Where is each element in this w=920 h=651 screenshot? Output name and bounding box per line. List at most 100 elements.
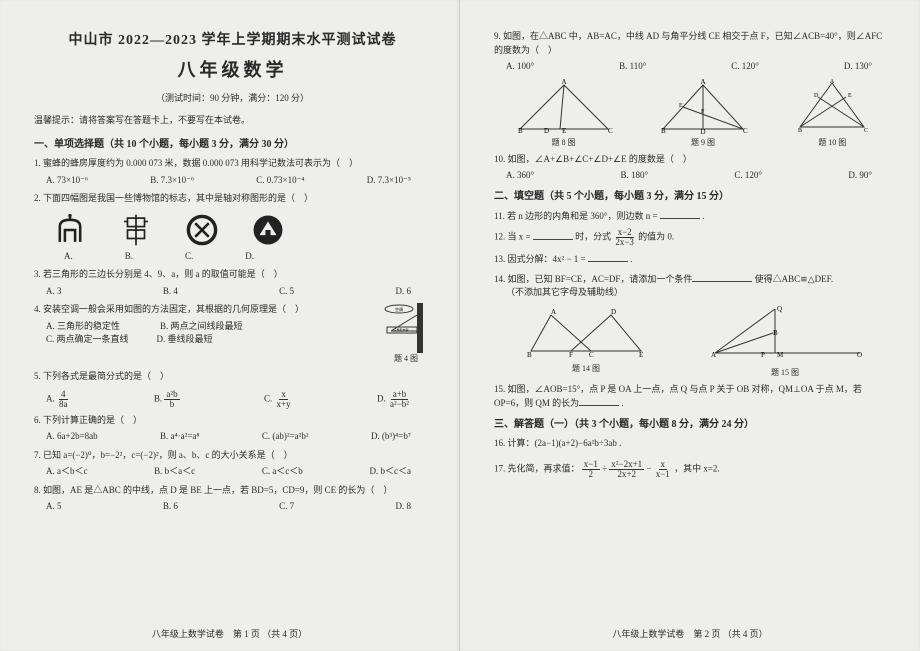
q10: 10. 如图，∠A+∠B+∠C+∠D+∠E 的度数是（ ） A. 360° B.… [494, 153, 892, 183]
q4-stem: 4. 安装空调一般会采用如图的方法固定，其根据的几何原理是（ ） [34, 303, 431, 317]
q1-B: B. 7.3×10⁻⁶ [150, 174, 194, 188]
q8-C: C. 7 [279, 500, 294, 514]
q13-blank [588, 252, 628, 262]
q17-frac2: x²−2x+12x+2 [609, 460, 644, 479]
svg-text:F: F [701, 109, 705, 115]
q14-note: （不添加其它字母及辅助线） [506, 286, 892, 300]
svg-text:M: M [777, 351, 784, 359]
q12-frac: x−22x−3 [613, 228, 636, 247]
svg-text:C: C [589, 351, 594, 359]
q11-text: 11. 若 n 边形的内角和是 360°，则边数 n = [494, 211, 660, 221]
q2: 2. 下面四幅图是我国一些博物馆的标志，其中是轴对称图形的是（ ） A. B. … [34, 192, 431, 263]
q16-text: 16. 计算：(2a−1)(a+2)−6a²b÷3ab . [494, 438, 621, 448]
q2-B: B. [125, 250, 133, 264]
q9-C: C. 120° [731, 60, 759, 74]
q6-A: A. 6a+2b=8ab [46, 430, 98, 444]
q12-a: 12. 当 x = [494, 232, 533, 242]
q1-C: C. 0.73×10⁻⁴ [256, 174, 304, 188]
exam-page-2: 9. 如图，在△ABC 中，AB=AC，中线 AD 与角平分线 CE 相交于点 … [460, 0, 920, 651]
svg-text:空调: 空调 [395, 306, 403, 312]
q9-stem: 9. 如图，在△ABC 中，AB=AC，中线 AD 与角平分线 CE 相交于点 … [494, 30, 892, 57]
svg-text:D: D [611, 308, 616, 316]
q17: 17. 先化简，再求值： x−12 ÷ x²−2x+12x+2 − xx−1 ，… [494, 460, 892, 479]
q8-stem: 8. 如图，AE 是△ABC 的中线，点 D 是 BE 上一点，若 BD=5，C… [34, 484, 431, 498]
svg-text:F: F [569, 351, 573, 359]
q3-stem: 3. 若三角形的三边长分别是 4、9、a，则 a 的取值可能是（ ） [34, 268, 431, 282]
q11-blank [660, 209, 700, 219]
q14-blank [692, 272, 752, 282]
q2-C: C. [185, 250, 193, 264]
logo-d-icon [250, 212, 286, 248]
fig-row-8-9-10: A B D E C 题 8 图 A E F B D C 题 9 图 [494, 79, 892, 149]
svg-text:A: A [561, 79, 566, 86]
q4-A: A. 三角形的稳定性 [46, 320, 120, 334]
fig9-cap: 题 9 图 [691, 138, 715, 147]
fig-8: A B D E C 题 8 图 [514, 79, 614, 149]
q8: 8. 如图，AE 是△ABC 的中线，点 D 是 BE 上一点，若 BD=5，C… [34, 484, 431, 514]
svg-text:O: O [857, 351, 862, 359]
section-2-head: 二、填空题（共 5 个小题，每小题 3 分，满分 15 分） [494, 189, 892, 204]
q5-D: D. a+ba²−b² [377, 390, 411, 409]
q15-blank [579, 396, 619, 406]
warm-hint: 温馨提示：请将答案写在答题卡上，不要写在本试卷。 [34, 114, 431, 128]
svg-text:D: D [700, 128, 705, 135]
logo-c-icon [184, 212, 220, 248]
svg-text:P: P [761, 351, 765, 359]
svg-text:D: D [814, 93, 819, 99]
q16: 16. 计算：(2a−1)(a+2)−6a²b÷3ab . [494, 437, 892, 451]
exam-page-1: 中山市 2022—2023 学年上学期期末水平测试试卷 八年级数学 （测试时间：… [0, 0, 460, 651]
q3-B: B. 4 [163, 285, 178, 299]
svg-text:C: C [608, 127, 613, 135]
q10-C: C. 120° [734, 169, 762, 183]
q13: 13. 因式分解：4x² − 1 = . [494, 252, 892, 267]
q7-A: A. a＜b＜c [46, 465, 88, 479]
q3: 3. 若三角形的三边长分别是 4、9、a，则 a 的取值可能是（ ） A. 3 … [34, 268, 431, 298]
q4-caption: 题 4 图 [394, 354, 418, 363]
q8-B: B. 6 [163, 500, 178, 514]
q9-A: A. 100° [506, 60, 534, 74]
fig8-cap: 题 8 图 [552, 138, 576, 147]
q15: 15. 如图，∠AOB=15°，点 P 是 OA 上一点，点 Q 与点 P 关于… [494, 383, 892, 411]
exam-meta: （测试时间：90 分钟，满分：120 分） [34, 92, 431, 106]
q14-a: 14. 如图，已知 BF=CE，AC=DF，请添加一个条件 [494, 274, 692, 284]
q1-D: D. 7.3×10⁻⁵ [367, 174, 411, 188]
q2-A: A. [64, 250, 73, 264]
q4: 空调 三角形支架 题 4 图 4. 安装空调一般会采用如图的方法固定，其根据的几… [34, 303, 431, 365]
fig14-cap: 题 14 图 [572, 364, 600, 373]
section-1-head: 一、单项选择题（共 10 个小题，每小题 3 分，满分 30 分） [34, 137, 431, 152]
q1-A: A. 73×10⁻⁶ [46, 174, 88, 188]
logo-a-icon [52, 212, 88, 248]
svg-text:B: B [661, 127, 666, 135]
q17-b: ，其中 x=2. [674, 464, 720, 474]
q4-B: B. 两点之间线段最短 [160, 320, 243, 334]
svg-text:C: C [743, 127, 748, 135]
q15-text: 15. 如图，∠AOB=15°，点 P 是 OA 上一点，点 Q 与点 P 关于… [494, 384, 862, 409]
q4-D: D. 垂线段最短 [157, 333, 213, 347]
q9-D: D. 130° [844, 60, 872, 74]
q5-B: B. a²bb [154, 390, 180, 409]
title-sub: 八年级数学 [34, 57, 431, 84]
q7-B: B. b＜a＜c [154, 465, 195, 479]
q17-frac1: x−12 [582, 460, 600, 479]
q10-B: B. 180° [620, 169, 648, 183]
q2-D: D. [245, 250, 254, 264]
q7-D: D. b＜c＜a [369, 465, 411, 479]
q2-stem: 2. 下面四幅图是我国一些博物馆的标志，其中是轴对称图形的是（ ） [34, 192, 431, 206]
title-main: 中山市 2022—2023 学年上学期期末水平测试试卷 [34, 30, 431, 51]
q10-D: D. 90° [848, 169, 872, 183]
q8-D: D. 8 [395, 500, 411, 514]
q11: 11. 若 n 边形的内角和是 360°，则边数 n = . [494, 209, 892, 224]
svg-text:E: E [639, 351, 643, 359]
q4-figure: 空调 三角形支架 题 4 图 [381, 303, 431, 365]
svg-text:E: E [679, 103, 683, 109]
page-1-footer: 八年级上数学试卷 第 1 页 （共 4 页） [0, 628, 459, 642]
svg-text:A: A [711, 351, 716, 359]
fig10-cap: 题 10 图 [818, 138, 846, 147]
q12-b: 时，分式 [575, 232, 613, 242]
q3-D: D. 6 [395, 285, 411, 299]
q17-a: 17. 先化简，再求值： [494, 464, 580, 474]
q7-stem: 7. 已知 a=(−2)⁰，b=−2²，c=(−2)²，则 a、b、c 的大小关… [34, 449, 431, 463]
fig-15: A Q P M O B 题 15 图 [705, 305, 865, 379]
q5-C: C. xx+y [264, 390, 293, 409]
q10-A: A. 360° [506, 169, 534, 183]
